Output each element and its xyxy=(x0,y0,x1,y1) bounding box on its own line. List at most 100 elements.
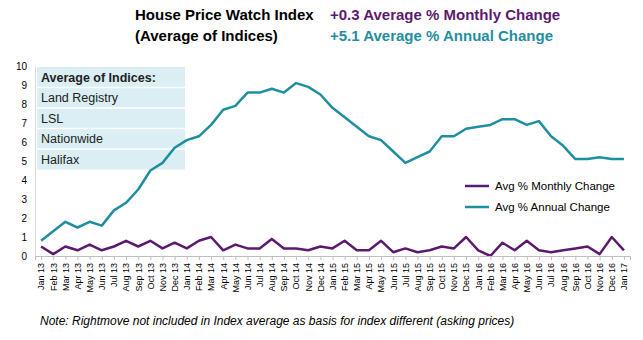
y-tick-label: 7 xyxy=(21,118,27,129)
x-tick: Sep 15 xyxy=(425,256,435,292)
x-tick: Jul 16 xyxy=(546,256,556,287)
x-tick-mark xyxy=(357,256,358,260)
x-tick: Jan 17 xyxy=(619,256,629,290)
x-tick-label: Oct 14 xyxy=(291,263,301,290)
legend-swatch xyxy=(465,206,489,209)
x-tick-label: May 14 xyxy=(231,263,241,293)
x-tick-mark xyxy=(199,256,200,260)
y-tick: 6 xyxy=(21,137,35,148)
x-tick-label: Feb 13 xyxy=(49,263,59,291)
x-tick-label: Jan 17 xyxy=(619,263,629,290)
y-tick-label: 6 xyxy=(21,137,27,148)
x-tick-mark xyxy=(90,256,91,260)
x-tick-label: Nov 16 xyxy=(595,263,605,292)
x-tick: Feb 15 xyxy=(340,256,350,291)
y-tick: 5 xyxy=(21,156,35,167)
x-tick-label: Aug 13 xyxy=(121,263,131,292)
x-tick-label: Jun 13 xyxy=(97,263,107,290)
x-tick: Sep 13 xyxy=(134,256,144,292)
x-tick-mark xyxy=(490,256,491,260)
y-tick-label: 4 xyxy=(21,175,27,186)
index-box-item: Halifax xyxy=(41,153,80,167)
x-tick-mark xyxy=(78,256,79,260)
x-tick-mark xyxy=(235,256,236,260)
x-tick: Mar 14 xyxy=(206,256,216,291)
x-tick-mark xyxy=(175,256,176,260)
x-tick-mark xyxy=(187,256,188,260)
x-tick-label: Mar 15 xyxy=(352,263,362,291)
x-tick-mark xyxy=(588,256,589,260)
x-tick-mark xyxy=(575,256,576,260)
x-tick: Apr 13 xyxy=(73,256,83,290)
x-tick: Aug 14 xyxy=(267,256,277,292)
y-axis: 012345678910 xyxy=(16,61,36,262)
subtitle: (Average of Indices) xyxy=(135,27,278,44)
x-tick-label: Nov 15 xyxy=(449,263,459,292)
x-tick: Mar 15 xyxy=(352,256,362,291)
index-box-divider xyxy=(37,107,185,109)
x-axis: Jan 13Feb 13Mar 13Apr 13May 13Jun 13Jul … xyxy=(36,256,631,293)
x-tick-label: Mar 14 xyxy=(206,263,216,291)
y-tick-label: 10 xyxy=(16,61,28,72)
index-box-item: Land Registry xyxy=(41,91,119,105)
x-tick-mark xyxy=(65,256,66,260)
x-tick: Mar 16 xyxy=(498,256,508,291)
x-tick-label: Jun 14 xyxy=(243,263,253,290)
series-line xyxy=(41,237,624,256)
index-box-title: Average of Indices: xyxy=(41,71,156,85)
x-tick: Jun 13 xyxy=(97,256,107,290)
x-tick: Dec 16 xyxy=(607,256,617,292)
x-tick-label: Jan 14 xyxy=(182,263,192,290)
x-tick-label: Jul 16 xyxy=(546,263,556,287)
x-tick: Aug 15 xyxy=(413,256,423,292)
index-box-item: Nationwide xyxy=(41,132,103,146)
x-tick: May 14 xyxy=(231,256,241,293)
x-tick-label: Nov 14 xyxy=(304,263,314,292)
x-tick: Apr 15 xyxy=(364,256,374,290)
x-tick: Dec 15 xyxy=(461,256,471,292)
y-tick-label: 1 xyxy=(21,232,27,243)
x-tick-mark xyxy=(114,256,115,260)
index-box-bg xyxy=(37,67,185,170)
y-tick-label: 5 xyxy=(21,156,27,167)
x-tick: Feb 13 xyxy=(49,256,59,291)
x-tick-mark xyxy=(126,256,127,260)
x-tick-mark xyxy=(393,256,394,260)
x-tick-mark xyxy=(260,256,261,260)
x-tick-label: Oct 16 xyxy=(583,263,593,290)
x-tick: Jul 14 xyxy=(255,256,265,287)
x-tick: Nov 14 xyxy=(304,256,314,292)
x-tick: Oct 13 xyxy=(146,256,156,290)
y-tick: 8 xyxy=(21,99,35,110)
x-tick-label: Dec 15 xyxy=(461,263,471,292)
x-tick-mark xyxy=(405,256,406,260)
x-tick-mark xyxy=(551,256,552,260)
x-tick-mark xyxy=(454,256,455,260)
x-tick: May 16 xyxy=(522,256,532,293)
y-tick-label: 8 xyxy=(21,99,27,110)
x-tick-label: Apr 16 xyxy=(510,263,520,290)
x-tick-mark xyxy=(442,256,443,260)
x-tick-label: Jul 13 xyxy=(109,263,119,287)
x-tick: Apr 16 xyxy=(510,256,520,290)
x-tick-label: Sep 15 xyxy=(425,263,435,292)
x-tick-mark xyxy=(138,256,139,260)
y-tick: 4 xyxy=(21,175,35,186)
x-tick: May 15 xyxy=(376,256,386,293)
x-tick-label: Sep 13 xyxy=(134,263,144,292)
x-tick-label: Aug 16 xyxy=(559,263,569,292)
x-tick-label: Jun 16 xyxy=(534,263,544,290)
x-tick-label: Apr 13 xyxy=(73,263,83,290)
x-tick: Dec 14 xyxy=(316,256,326,292)
x-tick: May 13 xyxy=(85,256,95,293)
x-tick: Jul 13 xyxy=(109,256,119,287)
x-tick: Jun 16 xyxy=(534,256,544,290)
x-tick: Feb 16 xyxy=(486,256,496,291)
x-tick-mark xyxy=(369,256,370,260)
x-tick-label: Apr 15 xyxy=(364,263,374,290)
y-tick-label: 2 xyxy=(21,213,27,224)
x-tick-mark xyxy=(41,256,42,260)
x-tick: Jan 16 xyxy=(474,256,484,290)
legend-label: Avg % Annual Change xyxy=(495,201,610,213)
x-tick-label: Sep 14 xyxy=(279,263,289,292)
